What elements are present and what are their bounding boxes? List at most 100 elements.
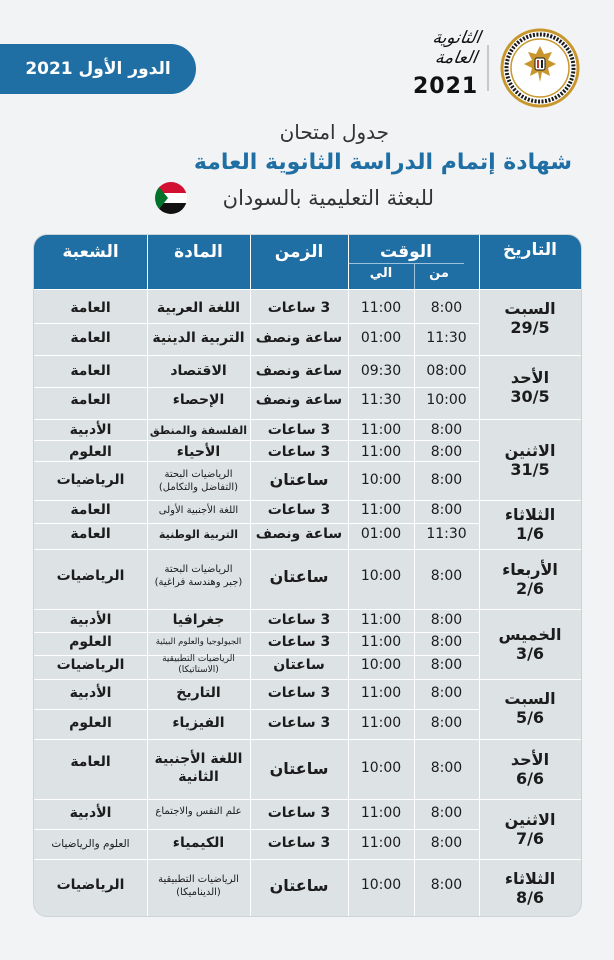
from-time: 11:30	[426, 330, 467, 346]
from-time: 8:00	[430, 835, 463, 851]
duration: 3 ساعات	[267, 835, 331, 851]
to-time: 11:30	[360, 392, 402, 408]
subject: الرياضيات البحتة (التفاضل والتكامل)	[158, 469, 239, 493]
to-time: 10:00	[360, 877, 402, 893]
from-time: 8:00	[430, 685, 463, 701]
exam-schedule-table: التاريخ الوقت من الي الزمن المادة الشعبة…	[33, 234, 582, 917]
duration: 3 ساعات	[267, 502, 331, 518]
duration: ساعتان	[269, 470, 329, 489]
branch: العامة	[70, 526, 111, 542]
subject: الفلسفة والمنطق	[149, 424, 248, 437]
duration: 3 ساعات	[267, 612, 331, 628]
from-time: 8:00	[430, 300, 463, 316]
branch: الأدبية	[69, 685, 112, 701]
branch: العامة	[70, 502, 111, 518]
to-time: 01:00	[360, 526, 402, 542]
subject: اللغة الأجنبية الأولى	[158, 505, 239, 516]
subject: الرياضيات التطبيقية (الاستاتيكا)	[162, 654, 235, 675]
subject: علم النفس والاجتماع	[155, 806, 242, 817]
from-time: 08:00	[426, 363, 467, 379]
to-time: 10:00	[360, 472, 402, 488]
date-cell: الأحد 6/6	[510, 750, 550, 788]
from-time: 8:00	[430, 422, 463, 438]
branch: الأدبية	[69, 805, 112, 821]
to-time: 10:00	[360, 568, 402, 584]
branch: الأدبية	[69, 422, 112, 438]
header-branch: الشعبة	[62, 242, 119, 262]
subject: التربية الوطنية	[158, 528, 239, 541]
duration: 3 ساعات	[267, 634, 331, 650]
exam-round-badge: الدور الأول 2021	[0, 44, 196, 94]
header-date: التاريخ	[503, 240, 557, 260]
subject: الأحياء	[176, 444, 221, 460]
header-duration: الزمن	[274, 242, 324, 262]
from-time: 8:00	[430, 444, 463, 460]
subject: الإحصاء	[172, 392, 225, 408]
branch: العامة	[70, 300, 111, 316]
table-header: التاريخ الوقت من الي الزمن المادة الشعبة	[34, 235, 581, 289]
to-time: 11:00	[360, 422, 402, 438]
header-from: من	[429, 266, 449, 281]
subject: جغرافيا	[172, 612, 225, 628]
branch: الرياضيات	[56, 657, 125, 673]
duration: ساعة ونصف	[255, 330, 343, 346]
date-cell: الأربعاء 2/6	[502, 560, 558, 598]
date-cell: الاثنين 31/5	[504, 441, 556, 479]
subject: التربية الدينية	[152, 330, 245, 346]
branch: الأدبية	[69, 612, 112, 628]
from-time: 10:00	[426, 392, 467, 408]
duration: ساعتان	[269, 876, 329, 895]
duration: ساعة ونصف	[255, 392, 343, 408]
from-time: 8:00	[430, 634, 463, 650]
to-time: 11:00	[360, 685, 402, 701]
branch: العلوم	[69, 634, 112, 650]
date-cell: الثلاثاء 1/6	[504, 505, 556, 543]
to-time: 11:00	[360, 300, 402, 316]
to-time: 11:00	[360, 835, 402, 851]
from-time: 8:00	[430, 715, 463, 731]
to-time: 11:00	[360, 715, 402, 731]
branch: الرياضيات	[56, 568, 125, 584]
subject: اللغة العربية	[156, 300, 241, 316]
to-time: 11:00	[360, 805, 402, 821]
logo-divider	[487, 45, 489, 91]
to-time: 09:30	[360, 363, 402, 379]
title-mission-sudan: للبعثة التعليمية بالسودان	[222, 186, 434, 210]
subject: التاريخ	[176, 685, 221, 701]
thanaweya-amma-logo: الثانوية العامة 2021	[413, 28, 483, 99]
to-time: 11:00	[360, 502, 402, 518]
header-time: الوقت	[380, 242, 432, 262]
ministry-emblem-logo	[500, 28, 580, 108]
duration: ساعتان	[273, 657, 325, 673]
branch: العامة	[70, 330, 111, 346]
from-time: 8:00	[430, 805, 463, 821]
duration: 3 ساعات	[267, 715, 331, 731]
duration: 3 ساعات	[267, 805, 331, 821]
title-certificate: شهادة إتمام الدراسة الثانوية العامة	[193, 150, 572, 175]
branch: العلوم	[69, 715, 112, 731]
to-time: 10:00	[360, 657, 402, 673]
date-cell: السبت 29/5	[504, 299, 556, 337]
date-cell: السبت 5/6	[504, 689, 556, 727]
to-time: 11:00	[360, 444, 402, 460]
to-time: 01:00	[360, 330, 402, 346]
from-time: 8:00	[430, 612, 463, 628]
from-time: 8:00	[430, 568, 463, 584]
from-time: 8:00	[430, 472, 463, 488]
header-to: الي	[369, 266, 393, 281]
duration: 3 ساعات	[267, 422, 331, 438]
subject: الاقتصاد	[170, 363, 227, 379]
subject: الجيولوجيا والعلوم البيئية	[155, 637, 242, 647]
branch: العامة	[70, 754, 111, 770]
header-subject: المادة	[174, 242, 223, 262]
branch: الرياضيات	[56, 877, 125, 893]
duration: 3 ساعات	[267, 685, 331, 701]
subject: الرياضيات التطبيقية (الديناميكا)	[158, 874, 239, 898]
title-exam-schedule: جدول امتحان	[279, 120, 389, 144]
duration: ساعة ونصف	[255, 363, 343, 379]
duration: ساعتان	[269, 759, 329, 778]
from-time: 8:00	[430, 760, 463, 776]
branch: العامة	[70, 392, 111, 408]
from-time: 11:30	[426, 526, 467, 542]
sudan-flag-icon	[155, 182, 187, 214]
